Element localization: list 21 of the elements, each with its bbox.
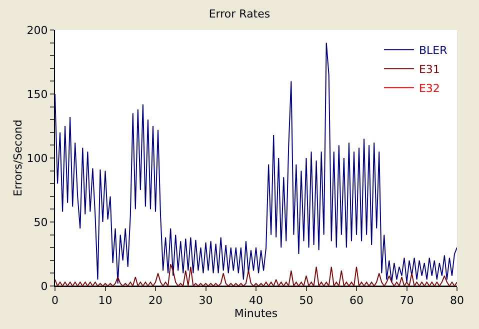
x-tick-label: 20 [148,294,162,308]
line-series [55,42,457,284]
y-tick-label: 200 [26,24,48,37]
x-tick-label: 0 [52,294,58,308]
y-tick-label: 0 [40,280,48,293]
x-tick-label: 40 [249,294,263,308]
x-tick-label: 50 [299,294,314,308]
legend-label: E32 [418,82,440,95]
chart-title: Error Rates [208,8,270,21]
y-tick-label: 150 [26,88,48,101]
x-tick-label: 70 [400,294,414,308]
y-axis-title: Errors/Second [11,120,24,196]
x-axis-title: Minutes [234,307,278,320]
legend-label: BLER [418,44,448,57]
x-tick-label: 60 [350,294,364,308]
x-tick-label: 80 [450,294,464,308]
y-tick-label: 50 [34,216,48,229]
x-tick-label: 10 [98,294,112,308]
x-tick-label: 30 [198,294,213,308]
legend-label: E31 [418,62,440,76]
y-tick-label: 100 [26,152,48,165]
